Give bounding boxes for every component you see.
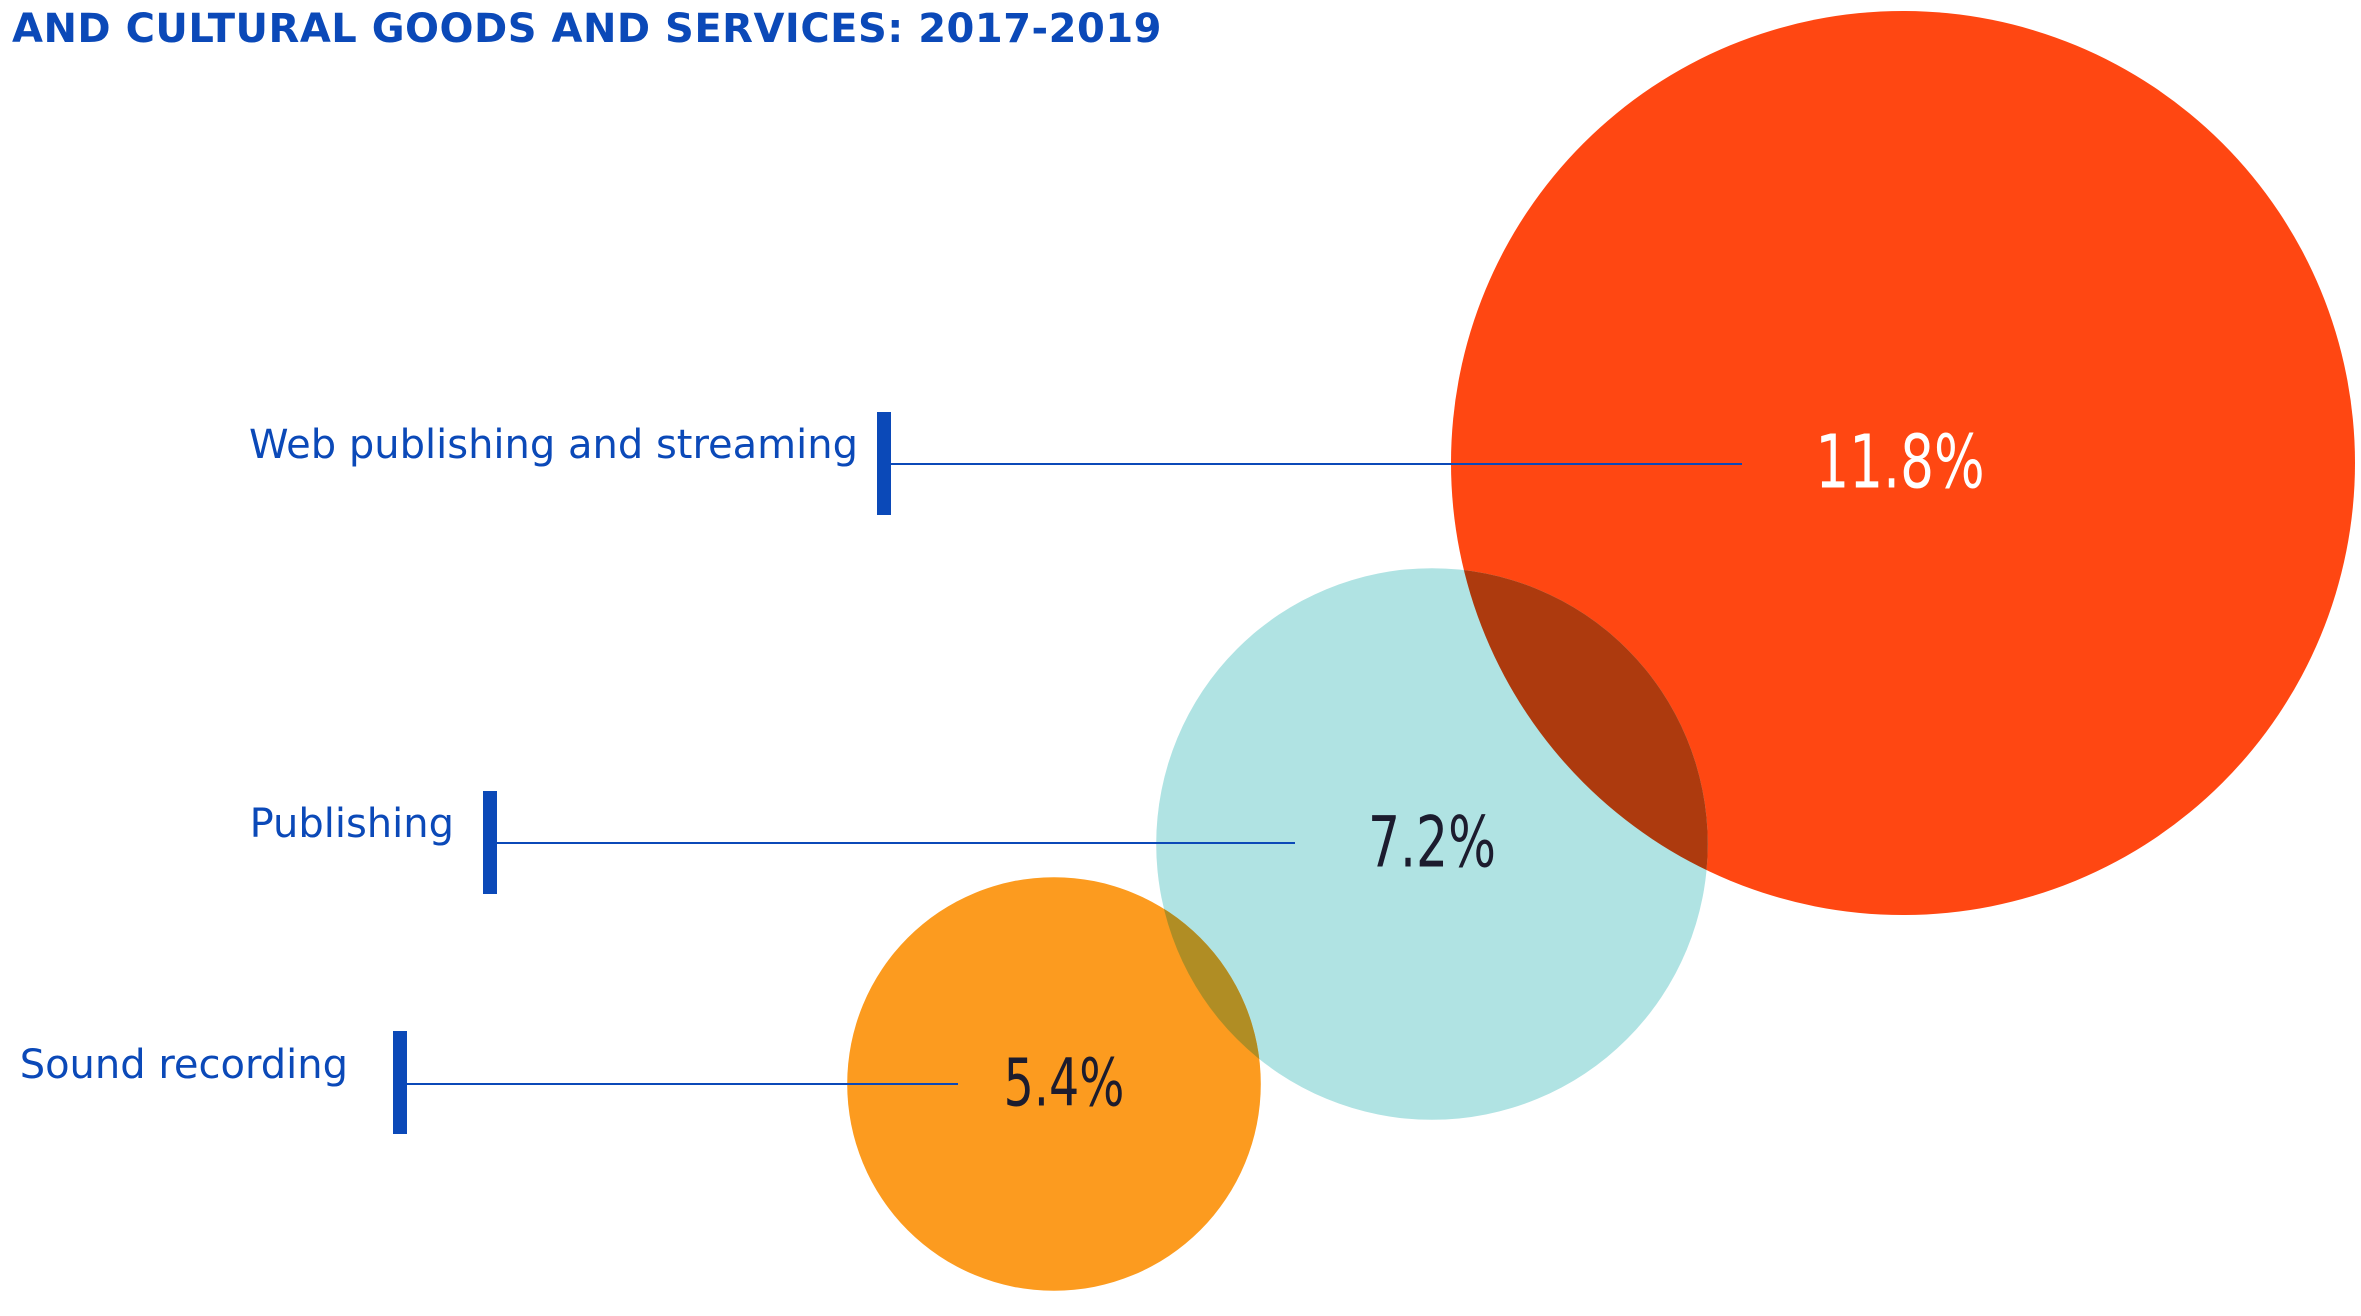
- labels-layer: Web publishing and streaming 11.8% Publish…: [20, 420, 1985, 1121]
- category-label-sound-recording: Sound recording: [20, 1042, 348, 1088]
- connectors-layer: [393, 412, 1742, 1134]
- bubble-web-publishing-streaming: [1451, 11, 2355, 915]
- chart-title: AND CULTURAL GOODS AND SERVICES: 2017-20…: [12, 6, 1162, 52]
- value-label-sound-recording: 5.4%: [1004, 1045, 1125, 1122]
- value-label-publishing: 7.2%: [1368, 802, 1496, 883]
- marker-bar-sound-recording: [393, 1031, 407, 1134]
- category-label-publishing: Publishing: [250, 801, 454, 847]
- bubble-sound-recording: [847, 877, 1261, 1291]
- bubbles-layer: [847, 11, 2355, 1291]
- overlap-web-publishing: [1451, 568, 1708, 915]
- category-label-web-publishing-streaming: Web publishing and streaming: [249, 422, 858, 468]
- value-label-web-publishing-streaming: 11.8%: [1815, 420, 1984, 506]
